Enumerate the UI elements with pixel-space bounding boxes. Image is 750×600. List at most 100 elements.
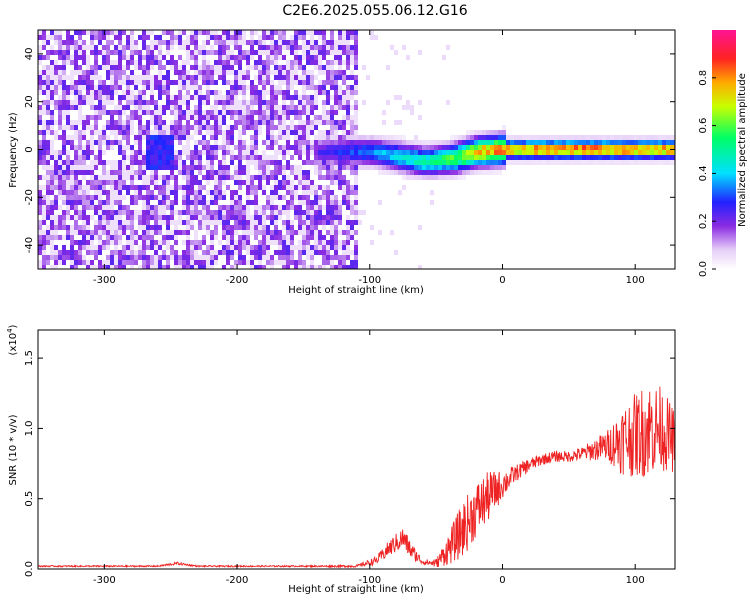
heatmap-cell [106, 210, 110, 215]
heatmap-cell [334, 120, 338, 125]
heatmap-cell [222, 110, 226, 115]
heatmap-cell [178, 255, 182, 260]
heatmap-cell [302, 45, 306, 50]
heatmap-cell [102, 50, 106, 55]
heatmap-cell [62, 165, 66, 170]
heatmap-cell [330, 170, 334, 175]
heatmap-cell [542, 135, 546, 140]
heatmap-cell [322, 245, 326, 250]
heatmap-cell [358, 220, 362, 225]
heatmap-cell [214, 50, 218, 55]
heatmap-cell [122, 30, 126, 35]
heatmap-cell [62, 195, 66, 200]
heatmap-cell [566, 155, 570, 160]
heatmap-cell [194, 115, 198, 120]
heatmap-cell [254, 30, 258, 35]
heatmap-cell [274, 195, 278, 200]
heatmap-cell [514, 150, 518, 155]
heatmap-cell [194, 130, 198, 135]
heatmap-cell [166, 235, 170, 240]
heatmap-cell [582, 150, 586, 155]
heatmap-cell [310, 50, 314, 55]
heatmap-cell [78, 150, 82, 155]
heatmap-cell [638, 160, 642, 165]
heatmap-cell [334, 175, 338, 180]
heatmap-cell [50, 100, 54, 105]
heatmap-cell [102, 180, 106, 185]
heatmap-cell [222, 140, 226, 145]
heatmap-cell [286, 105, 290, 110]
heatmap-cell [370, 155, 374, 160]
heatmap-cell [266, 55, 270, 60]
heatmap-cell [342, 195, 346, 200]
heatmap-cell [98, 180, 102, 185]
heatmap-cell [438, 165, 442, 170]
heatmap-cell [306, 245, 310, 250]
heatmap-cell [142, 210, 146, 215]
heatmap-cell [86, 225, 90, 230]
heatmap-cell [554, 140, 558, 145]
heatmap-cell [214, 195, 218, 200]
heatmap-cell [378, 200, 382, 205]
heatmap-cell [642, 150, 646, 155]
heatmap-cell [126, 60, 130, 65]
heatmap-cell [166, 175, 170, 180]
heatmap-cell [430, 170, 434, 175]
heatmap-cell [174, 250, 178, 255]
heatmap-cell [286, 260, 290, 265]
heatmap-cell [514, 160, 518, 165]
heatmap-cell [42, 120, 46, 125]
heatmap-cell [62, 150, 66, 155]
heatmap-cell [202, 220, 206, 225]
heatmap-cell [94, 55, 98, 60]
heatmap-cell [50, 205, 54, 210]
heatmap-cell [70, 265, 74, 269]
heatmap-cell [614, 160, 618, 165]
heatmap-cell [46, 145, 50, 150]
heatmap-cell [42, 65, 46, 70]
heatmap-cell [50, 240, 54, 245]
heatmap-cell [130, 260, 134, 265]
heatmap-cell [322, 65, 326, 70]
heatmap-cell [106, 215, 110, 220]
heatmap-cell [86, 150, 90, 155]
heatmap-cell [94, 265, 98, 269]
heatmap-cell [494, 135, 498, 140]
heatmap-cell [310, 225, 314, 230]
heatmap-cell [470, 145, 474, 150]
heatmap-cell [302, 200, 306, 205]
heatmap-cell [202, 40, 206, 45]
heatmap-cell [298, 210, 302, 215]
heatmap-cell [82, 255, 86, 260]
heatmap-cell [278, 170, 282, 175]
heatmap-cell [114, 120, 118, 125]
heatmap-cell [82, 260, 86, 265]
heatmap-cell [634, 150, 638, 155]
heatmap-cell [298, 215, 302, 220]
heatmap-cell [326, 205, 330, 210]
heatmap-cell [314, 40, 318, 45]
heatmap-cell [90, 85, 94, 90]
heatmap-cell [298, 55, 302, 60]
heatmap-cell [342, 125, 346, 130]
heatmap-cell [354, 130, 358, 135]
heatmap-cell [98, 145, 102, 150]
heatmap-cell [70, 195, 74, 200]
heatmap-cell [206, 225, 210, 230]
heatmap-cell [242, 75, 246, 80]
heatmap-cell [38, 260, 42, 265]
heatmap-cell [182, 65, 186, 70]
heatmap-cell [182, 100, 186, 105]
heatmap-cell [46, 150, 50, 155]
heatmap-cell [118, 125, 122, 130]
heatmap-cell [210, 105, 214, 110]
heatmap-cell [150, 120, 154, 125]
heatmap-cell [42, 155, 46, 160]
heatmap-cell [230, 150, 234, 155]
heatmap-cell [250, 200, 254, 205]
heatmap-cell [226, 45, 230, 50]
heatmap-cell [46, 215, 50, 220]
heatmap-cell [282, 120, 286, 125]
heatmap-cell [298, 130, 302, 135]
heatmap-cell [302, 150, 306, 155]
